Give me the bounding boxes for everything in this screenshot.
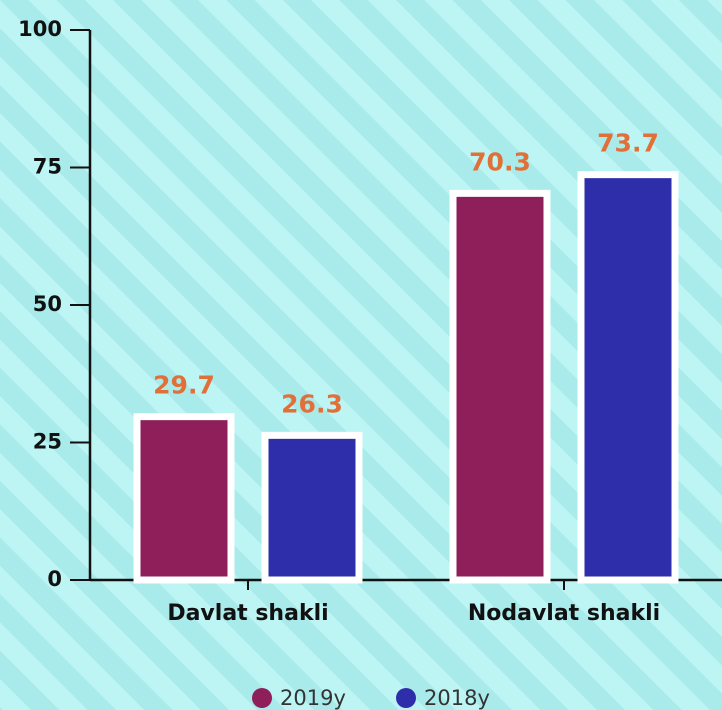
y-tick-label: 25	[33, 430, 62, 454]
value-label: 73.7	[597, 129, 659, 158]
y-tick-label: 100	[18, 17, 62, 41]
bar	[133, 413, 235, 584]
legend-label: 2019y	[280, 686, 346, 710]
bar	[261, 431, 363, 584]
x-tick-label: Davlat shakli	[167, 601, 328, 626]
bar	[449, 189, 551, 584]
y-tick-label: 0	[47, 567, 62, 591]
legend-label: 2018y	[424, 686, 490, 710]
value-label: 70.3	[469, 147, 531, 176]
y-tick-label: 75	[33, 155, 62, 179]
value-label: 29.7	[153, 371, 215, 400]
y-tick-label: 50	[33, 292, 62, 316]
legend-marker	[396, 688, 416, 708]
value-label: 26.3	[281, 389, 343, 418]
legend-marker	[252, 688, 272, 708]
x-tick-label: Nodavlat shakli	[468, 601, 660, 626]
bar	[577, 171, 679, 584]
